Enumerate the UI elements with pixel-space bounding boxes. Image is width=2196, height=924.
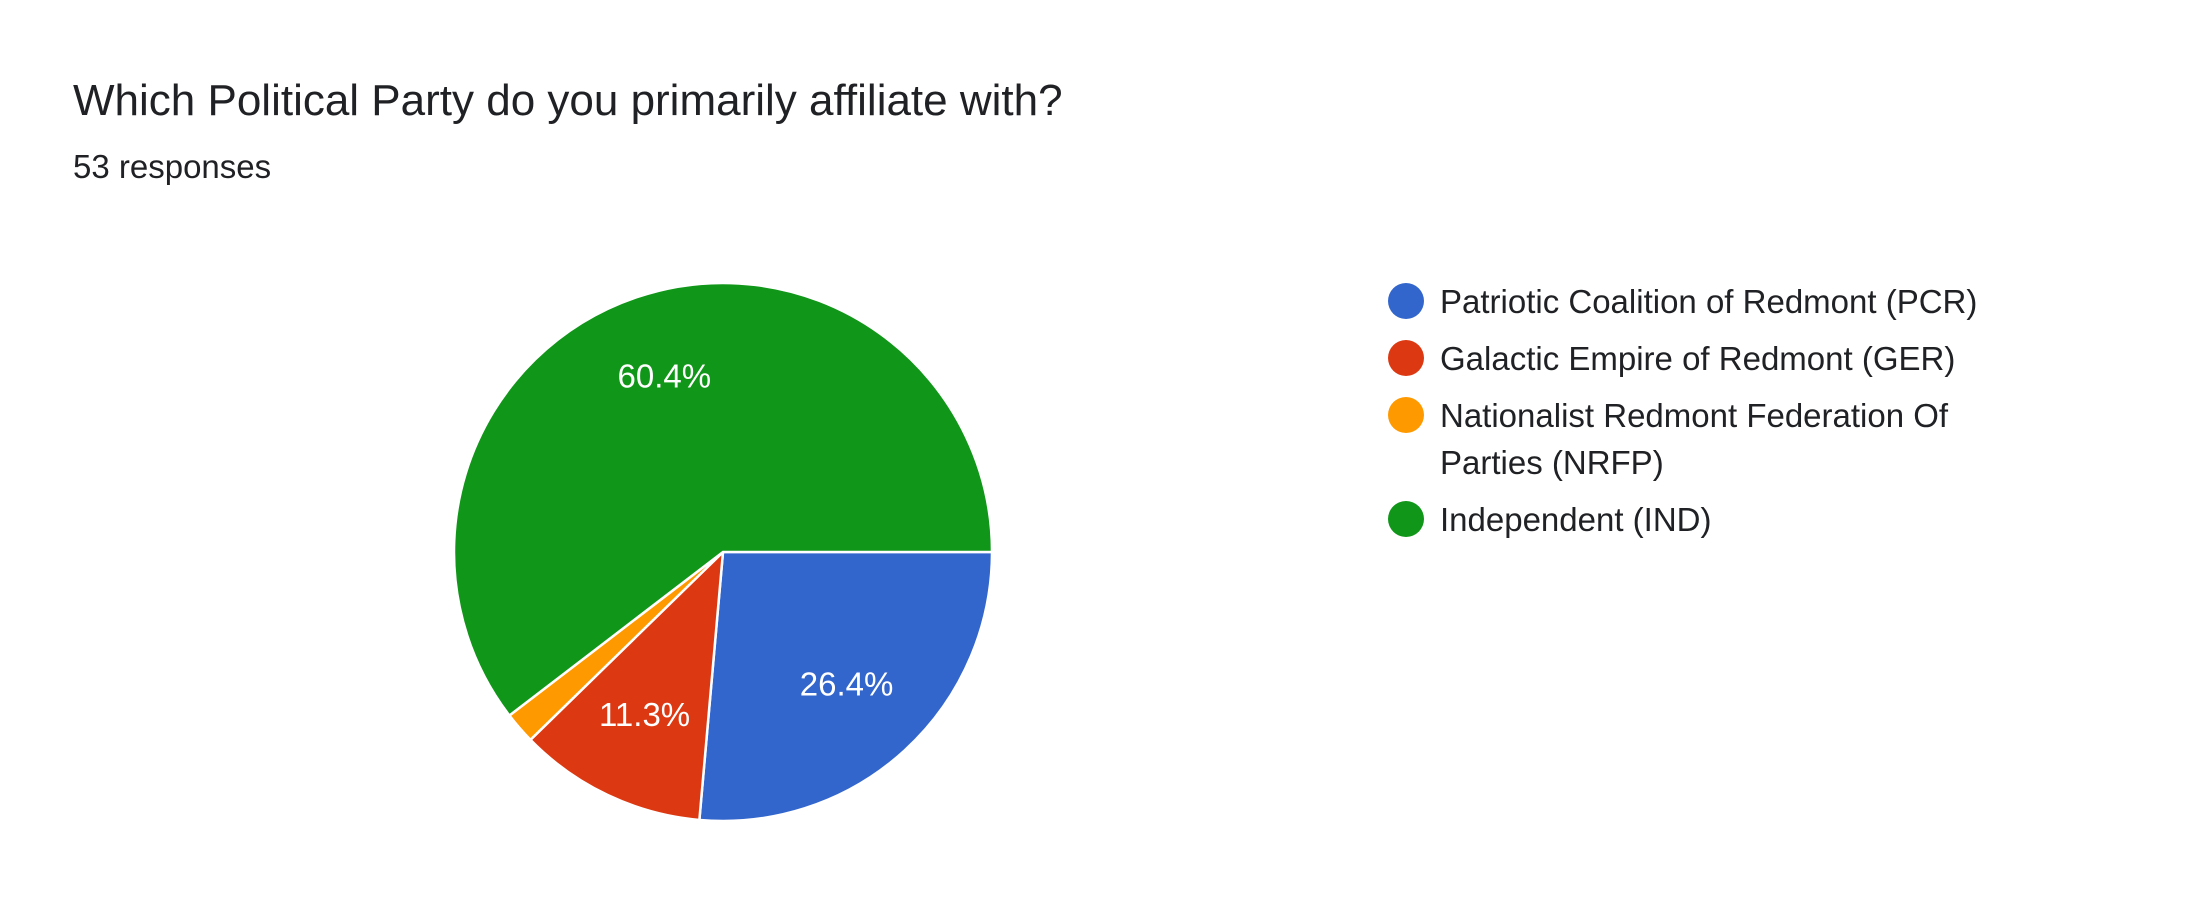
chart-subtitle: 53 responses (73, 148, 272, 185)
slice-label: 11.3% (599, 696, 690, 733)
legend-entry: Patriotic Coalition of Redmont (PCR) (1386, 278, 2046, 325)
pie-slice (528, 548, 725, 822)
legend: Patriotic Coalition of Redmont (PCR) Gala… (1386, 278, 2046, 553)
legend-label: Independent (IND) (1440, 501, 1712, 538)
legend-entry: Nationalist Redmont Federation Of Partie… (1386, 392, 2046, 486)
legend-swatch (1388, 501, 1424, 537)
legend-entry: Galactic Empire of Redmont (GER) (1386, 335, 2046, 382)
pie-slice (698, 550, 994, 823)
chart-title: Which Political Party do you primarily a… (73, 76, 1063, 125)
legend-label: Patriotic Coalition of Redmont (PCR) (1440, 283, 1978, 320)
legend-swatch (1388, 283, 1424, 319)
legend-swatch (1388, 397, 1424, 433)
slice-label: 60.4% (618, 357, 712, 394)
legend-label: Galactic Empire of Redmont (GER) (1440, 340, 1956, 377)
pie-slice (452, 281, 994, 718)
legend-entry: Independent (IND) (1386, 496, 2046, 543)
legend-label: Nationalist Redmont Federation Of Partie… (1440, 397, 1949, 481)
legend-swatch (1388, 340, 1424, 376)
slice-label: 26.4% (800, 666, 894, 703)
